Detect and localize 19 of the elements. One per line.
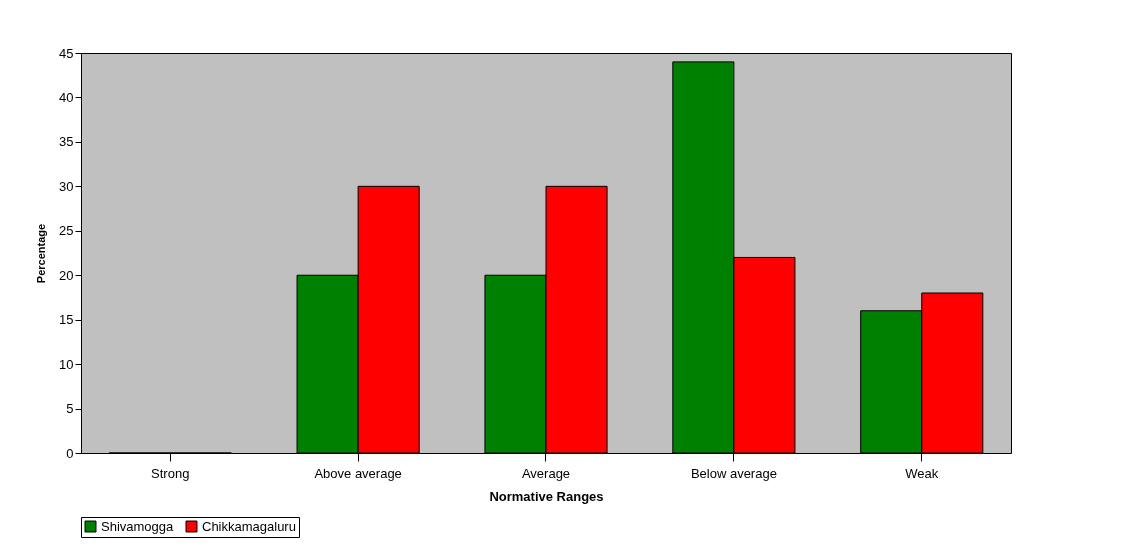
x-tick-label: Above average bbox=[314, 465, 402, 481]
y-tick-label: 45 bbox=[59, 45, 74, 61]
x-tick-label: Average bbox=[521, 465, 571, 481]
y-tick-label: 35 bbox=[59, 134, 74, 150]
x-tick-label: Weak bbox=[905, 465, 939, 481]
y-tick-label: 0 bbox=[66, 445, 74, 461]
y-tick-label: 30 bbox=[59, 178, 74, 194]
y-tick-label: 40 bbox=[59, 89, 74, 105]
y-tick-label: 25 bbox=[59, 223, 74, 239]
y-axis-title: Percentage bbox=[35, 223, 48, 284]
y-tick-label: 20 bbox=[59, 267, 74, 283]
y-tick-label: 15 bbox=[59, 312, 74, 328]
x-axis-title: Normative Ranges bbox=[489, 488, 604, 504]
y-tick-label: 5 bbox=[66, 401, 74, 417]
legend-label: Shivamogga bbox=[101, 518, 175, 534]
x-tick-label: Below average bbox=[690, 465, 777, 481]
y-tick-label: 10 bbox=[59, 356, 74, 372]
x-tick-label: Strong bbox=[151, 465, 190, 481]
legend-label: Chikkamagaluru bbox=[202, 518, 296, 534]
